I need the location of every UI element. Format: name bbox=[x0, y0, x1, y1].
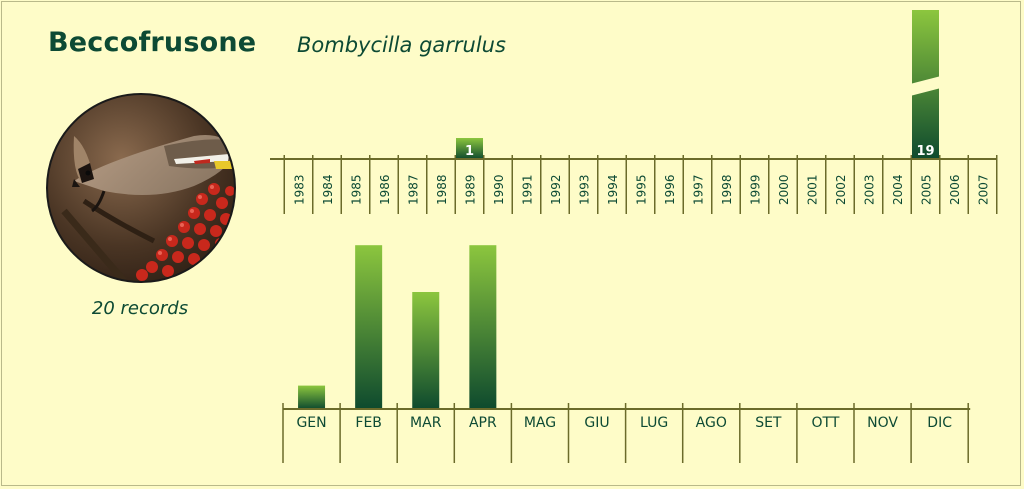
yearly-tick-label: 2000 bbox=[777, 174, 791, 205]
yearly-tick-label: 1986 bbox=[378, 174, 392, 205]
monthly-tick-label: NOV bbox=[867, 415, 898, 431]
yearly-data-label: 1 bbox=[465, 144, 474, 159]
axis-break-mark bbox=[910, 76, 941, 96]
yearly-bar bbox=[910, 10, 941, 159]
yearly-tick-label: 1995 bbox=[635, 174, 649, 205]
yearly-tick-label: 1990 bbox=[492, 174, 506, 205]
species-scientific-name: Bombycilla garrulus bbox=[297, 33, 506, 57]
yearly-tick-label: 1991 bbox=[521, 174, 535, 205]
monthly-tick-label: GEN bbox=[296, 415, 326, 431]
yearly-tick-label: 2002 bbox=[834, 174, 848, 205]
monthly-bar bbox=[298, 385, 326, 409]
bird-photo bbox=[46, 93, 236, 283]
yearly-tick-label: 1992 bbox=[549, 174, 563, 205]
yearly-tick-label: 1998 bbox=[720, 174, 734, 205]
monthly-tick-label: MAR bbox=[410, 415, 442, 431]
monthly-bar bbox=[412, 292, 440, 409]
monthly-tick-label: APR bbox=[469, 415, 497, 431]
yearly-data-label: 19 bbox=[916, 144, 934, 159]
monthly-tick-label: AGO bbox=[696, 415, 727, 431]
monthly-tick-label: GIU bbox=[584, 415, 609, 431]
monthly-tick-label: DIC bbox=[927, 415, 952, 431]
yearly-tick-label: 1984 bbox=[321, 174, 335, 205]
monthly-bar bbox=[469, 245, 497, 409]
yearly-tick-label: 1988 bbox=[435, 174, 449, 205]
yearly-tick-label: 2003 bbox=[863, 174, 877, 205]
yearly-tick-label: 1996 bbox=[663, 174, 677, 205]
records-count: 20 records bbox=[91, 298, 189, 319]
yearly-bar bbox=[456, 138, 483, 159]
monthly-tick-label: FEB bbox=[355, 415, 382, 431]
yearly-tick-label: 1994 bbox=[606, 174, 620, 205]
yearly-tick-label: 1989 bbox=[464, 174, 478, 205]
yearly-tick-label: 2004 bbox=[891, 174, 905, 205]
species-common-name: Beccofrusone bbox=[48, 27, 257, 58]
monthly-bar bbox=[355, 245, 383, 409]
monthly-tick-label: MAG bbox=[524, 415, 556, 431]
yearly-tick-label: 2001 bbox=[806, 174, 820, 205]
yearly-tick-label: 1993 bbox=[578, 174, 592, 205]
yearly-tick-label: 2006 bbox=[948, 174, 962, 205]
yearly-tick-label: 2005 bbox=[920, 174, 934, 205]
monthly-tick-label: SET bbox=[755, 415, 782, 431]
yearly-tick-label: 1999 bbox=[749, 174, 763, 205]
yearly-tick-label: 1997 bbox=[692, 174, 706, 205]
monthly-tick-label: OTT bbox=[812, 415, 840, 431]
monthly-tick-label: LUG bbox=[640, 415, 668, 431]
yearly-tick-label: 1987 bbox=[407, 174, 421, 205]
yearly-tick-label: 2007 bbox=[977, 174, 991, 205]
yearly-tick-label: 1983 bbox=[293, 174, 307, 205]
yearly-tick-label: 1985 bbox=[350, 174, 364, 205]
